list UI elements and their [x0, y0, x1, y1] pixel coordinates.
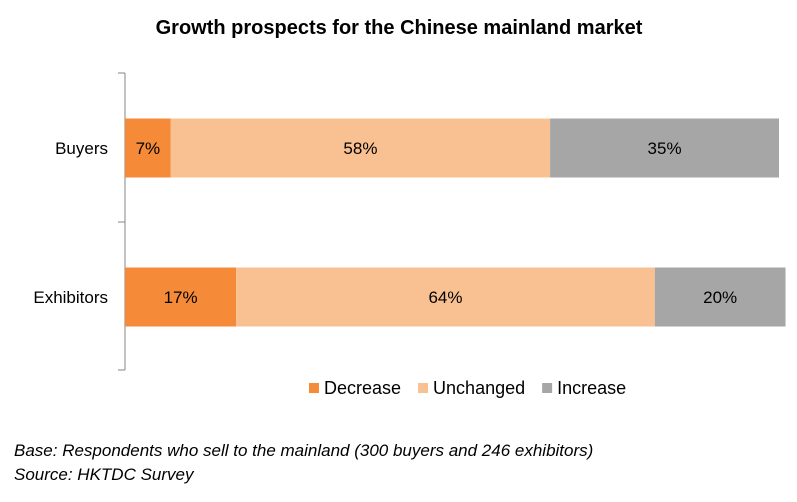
data-label-exhibitors-unchanged: 64%	[428, 288, 462, 307]
legend-label-decrease: Decrease	[324, 378, 401, 398]
bar-buyers-decrease	[125, 118, 171, 178]
data-label-exhibitors-increase: 20%	[703, 288, 737, 307]
data-labels: 7% 58% 35% 17% 64% 20%	[136, 139, 738, 307]
category-label-exhibitors: Exhibitors	[33, 288, 108, 307]
data-label-buyers-unchanged: 58%	[343, 139, 377, 158]
category-labels: Buyers Exhibitors	[33, 139, 108, 307]
legend-label-increase: Increase	[557, 378, 626, 398]
category-axis	[118, 72, 126, 371]
chart-title: Growth prospects for the Chinese mainlan…	[156, 17, 643, 39]
data-label-exhibitors-decrease: 17%	[164, 288, 198, 307]
source-note: Source: HKTDC Survey	[14, 465, 194, 484]
bar-buyers-increase	[550, 118, 779, 178]
category-label-buyers: Buyers	[55, 139, 108, 158]
bars	[125, 118, 786, 327]
legend-swatch-decrease	[309, 383, 319, 393]
bar-buyers-unchanged	[170, 118, 551, 178]
legend-swatch-increase	[542, 383, 553, 393]
legend-swatch-unchanged	[418, 383, 429, 393]
bar-exhibitors-unchanged	[236, 267, 655, 327]
data-label-buyers-decrease: 7%	[136, 139, 161, 158]
bar-exhibitors-decrease	[125, 267, 237, 327]
base-note: Base: Respondents who sell to the mainla…	[14, 441, 594, 460]
data-label-buyers-increase: 35%	[648, 139, 682, 158]
bar-exhibitors-increase	[654, 267, 786, 327]
legend: Decrease Unchanged Increase	[309, 378, 626, 398]
legend-label-unchanged: Unchanged	[433, 378, 525, 398]
